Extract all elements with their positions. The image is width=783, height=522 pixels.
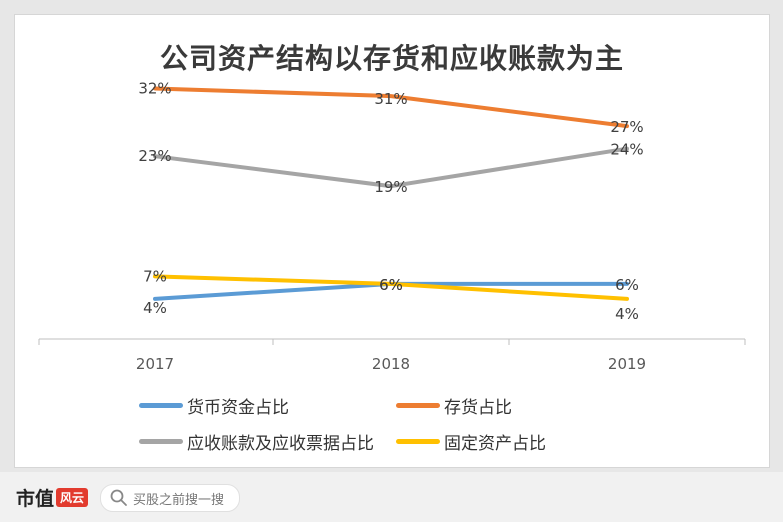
data-label-s0-p0: 4% — [143, 299, 167, 317]
data-label-s2-p1: 19% — [374, 178, 407, 196]
brand-mark: 风云 — [56, 488, 89, 507]
search-icon — [110, 489, 127, 506]
brand-name: 市值 — [16, 488, 55, 510]
search-box[interactable]: 买股之前搜一搜 — [100, 484, 240, 512]
data-label-s2-p0: 23% — [138, 147, 171, 165]
search-placeholder: 买股之前搜一搜 — [133, 492, 225, 508]
brand-logo[interactable]: 市值 风云 — [16, 484, 89, 511]
data-label-s1-p1: 31% — [374, 90, 407, 108]
legend-label-2: 应收账款及应收票据占比 — [187, 434, 374, 454]
data-label-s3-p2: 4% — [615, 305, 639, 323]
x-tick-label-2: 2019 — [608, 355, 646, 373]
legend-item-2: 应收账款及应收票据占比 — [139, 429, 374, 454]
footer-bar: 市值 风云 买股之前搜一搜 — [0, 472, 783, 522]
series-line-3 — [153, 274, 629, 301]
data-label-s1-p0: 32% — [138, 80, 171, 98]
data-label-s2-p2: 24% — [610, 141, 643, 159]
chart-title: 公司资产结构以存货和应收账款为主 — [159, 42, 624, 75]
chart-panel: 公司资产结构以存货和应收账款为主 2017 2018 2019 4% 6% 6% 32% 31… — [14, 14, 770, 468]
legend-label-3: 固定资产占比 — [444, 434, 546, 454]
legend-swatch-3 — [396, 439, 440, 444]
legend-item-3: 固定资产占比 — [396, 429, 546, 454]
legend-swatch-1 — [396, 403, 440, 408]
legend-label-1: 存货占比 — [444, 398, 512, 418]
data-label-s3-p1: 6% — [379, 276, 403, 294]
series-line-2 — [153, 146, 629, 189]
x-tick-label-1: 2018 — [372, 355, 410, 373]
legend-label-0: 货币资金占比 — [187, 398, 289, 418]
legend-item-1: 存货占比 — [396, 393, 512, 418]
data-label-s1-p2: 27% — [610, 118, 643, 136]
data-label-s3-p0: 7% — [143, 267, 167, 285]
data-label-s0-p1: 6% — [379, 276, 403, 294]
legend-swatch-2 — [139, 439, 183, 444]
legend-item-0: 货币资金占比 — [139, 393, 289, 418]
legend-swatch-0 — [139, 403, 183, 408]
x-tick-label-0: 2017 — [136, 355, 174, 373]
series-line-1 — [153, 86, 629, 129]
data-label-s0-p2: 6% — [615, 276, 639, 294]
